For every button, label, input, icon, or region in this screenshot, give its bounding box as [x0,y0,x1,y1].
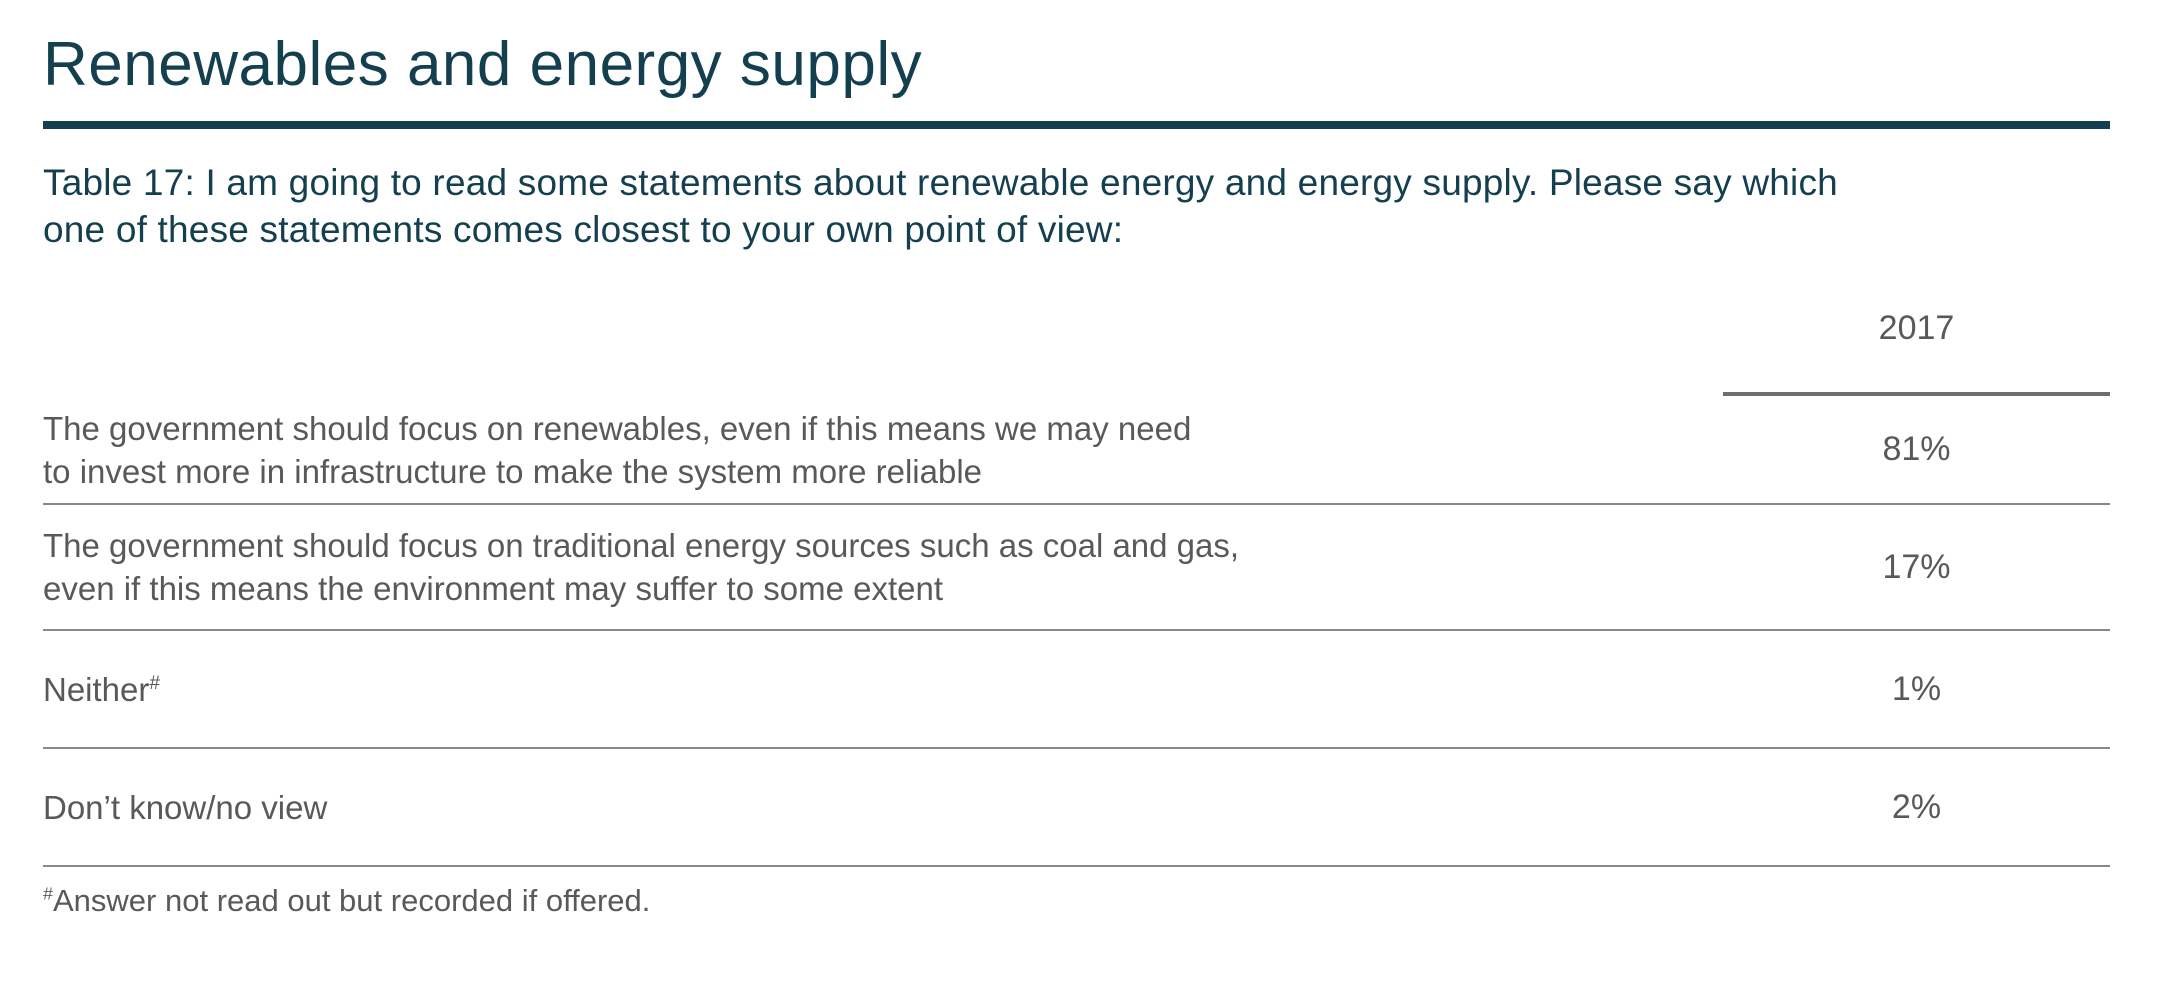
table-header-row: 2017 [43,289,2110,396]
table-caption: Table 17: I am going to read some statem… [43,162,1838,250]
row-label: Don’t know/no view [43,788,328,826]
page-title: Renewables and energy supply [43,30,923,99]
table-row: The government should focus on renewable… [43,396,2110,505]
year-column-header: 2017 [1723,289,2110,396]
table-row: The government should focus on tradition… [43,505,2110,631]
footnote-text: Answer not read out but recorded if offe… [53,883,651,918]
row-value: 2% [1891,787,1942,826]
results-table: 2017 The government should focus on rene… [43,289,2110,867]
row-label: The government should focus on renewable… [43,409,1192,490]
table-row: Don’t know/no view 2% [43,749,2110,867]
row-value: 81% [1882,430,1951,468]
footnote-marker: # [43,883,53,904]
footnote: #Answer not read out but recorded if off… [43,883,2110,919]
row-label-superscript: # [149,672,161,694]
row-label: The government should focus on tradition… [43,527,1240,607]
table-row: Neither# 1% [43,631,2110,749]
row-value: 1% [1891,669,1942,708]
row-label: Neither# [43,670,161,708]
row-value: 17% [1882,547,1951,586]
title-divider [43,121,2110,129]
